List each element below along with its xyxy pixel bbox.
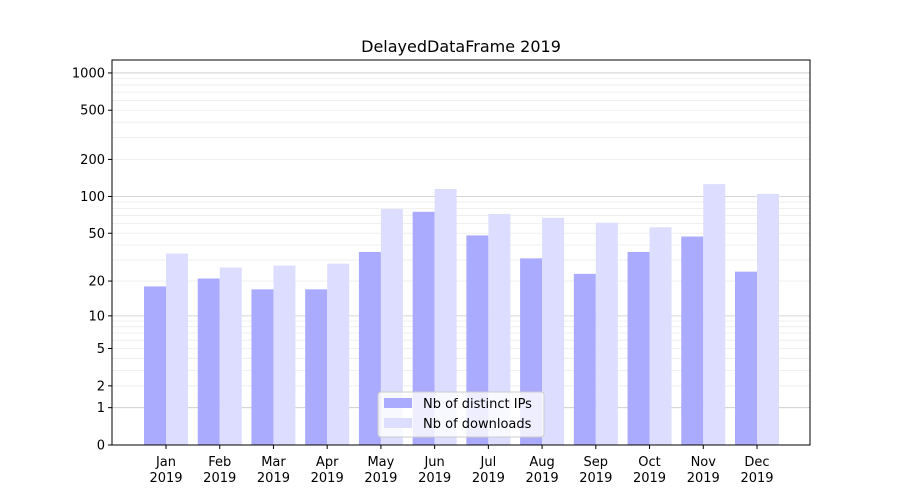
bar-distinct-ips xyxy=(735,271,757,445)
x-tick-label: Aug 2019 xyxy=(526,455,559,486)
y-tick-label: 1000 xyxy=(72,66,105,81)
bar-distinct-ips xyxy=(144,286,166,445)
plot-frame xyxy=(111,59,811,446)
bar-downloads xyxy=(542,217,565,445)
bar-distinct-ips xyxy=(681,236,704,445)
y-tick-label: 5 xyxy=(97,342,105,357)
y-tick-label: 1 xyxy=(97,401,105,416)
x-tick-label: Jun 2019 xyxy=(418,455,451,486)
x-tick-label: Dec 2019 xyxy=(740,455,773,486)
y-tick-label: 0 xyxy=(97,439,105,454)
y-tick-label: 10 xyxy=(88,309,105,324)
x-axis: Jan 2019 Feb 2019 Mar 2019 Apr 2019 May 2019 Jun 20… xyxy=(149,445,774,486)
x-tick-label: Nov 2019 xyxy=(687,455,720,486)
bar-downloads xyxy=(219,267,242,445)
legend-swatch xyxy=(384,398,412,408)
legend-label: Nb of downloads xyxy=(423,417,532,432)
x-tick-label: Jan 2019 xyxy=(149,455,182,486)
x-tick-label: Mar 2019 xyxy=(257,455,290,486)
y-tick-label: 500 xyxy=(80,104,105,119)
bar-downloads xyxy=(327,263,350,445)
chart-title: DelayedDataFrame 2019 xyxy=(361,37,561,56)
bar-downloads xyxy=(166,253,188,445)
bar-downloads xyxy=(757,193,779,445)
y-tick-label: 50 xyxy=(88,227,105,242)
bar-downloads xyxy=(380,209,403,445)
legend-box xyxy=(377,391,545,438)
bar-distinct-ips xyxy=(305,289,328,445)
x-tick-label: Oct 2019 xyxy=(633,455,666,486)
legend-swatch xyxy=(384,418,412,428)
bar-distinct-ips xyxy=(197,278,220,445)
bar-downloads xyxy=(649,227,672,445)
y-tick-label: 20 xyxy=(88,275,105,290)
bar-distinct-ips xyxy=(251,289,274,445)
y-tick-label: 100 xyxy=(80,190,105,205)
x-tick-label: May 2019 xyxy=(364,455,397,486)
bar-distinct-ips xyxy=(627,252,650,445)
bar-downloads xyxy=(703,184,726,445)
bar-distinct-ips xyxy=(412,211,435,445)
bars xyxy=(144,184,779,445)
x-tick-label: Jul 2019 xyxy=(472,455,505,486)
bar-distinct-ips xyxy=(358,252,381,445)
bar-downloads xyxy=(595,222,618,445)
x-tick-label: Apr 2019 xyxy=(311,455,344,486)
bar-downloads xyxy=(273,265,296,445)
legend-label: Nb of distinct IPs xyxy=(423,397,532,412)
y-axis: 0 1 2 5 10 20 50 100 200 500 1000 xyxy=(72,66,112,454)
bar-downloads xyxy=(434,189,457,445)
bar-downloads xyxy=(488,213,511,445)
x-tick-label: Feb 2019 xyxy=(203,455,236,486)
legend: Nb of distinct IPs Nb of downloads xyxy=(377,391,545,438)
y-tick-label: 2 xyxy=(97,379,105,394)
bar-distinct-ips xyxy=(573,273,596,445)
x-tick-label: Sep 2019 xyxy=(579,455,612,486)
y-tick-label: 200 xyxy=(80,153,105,168)
